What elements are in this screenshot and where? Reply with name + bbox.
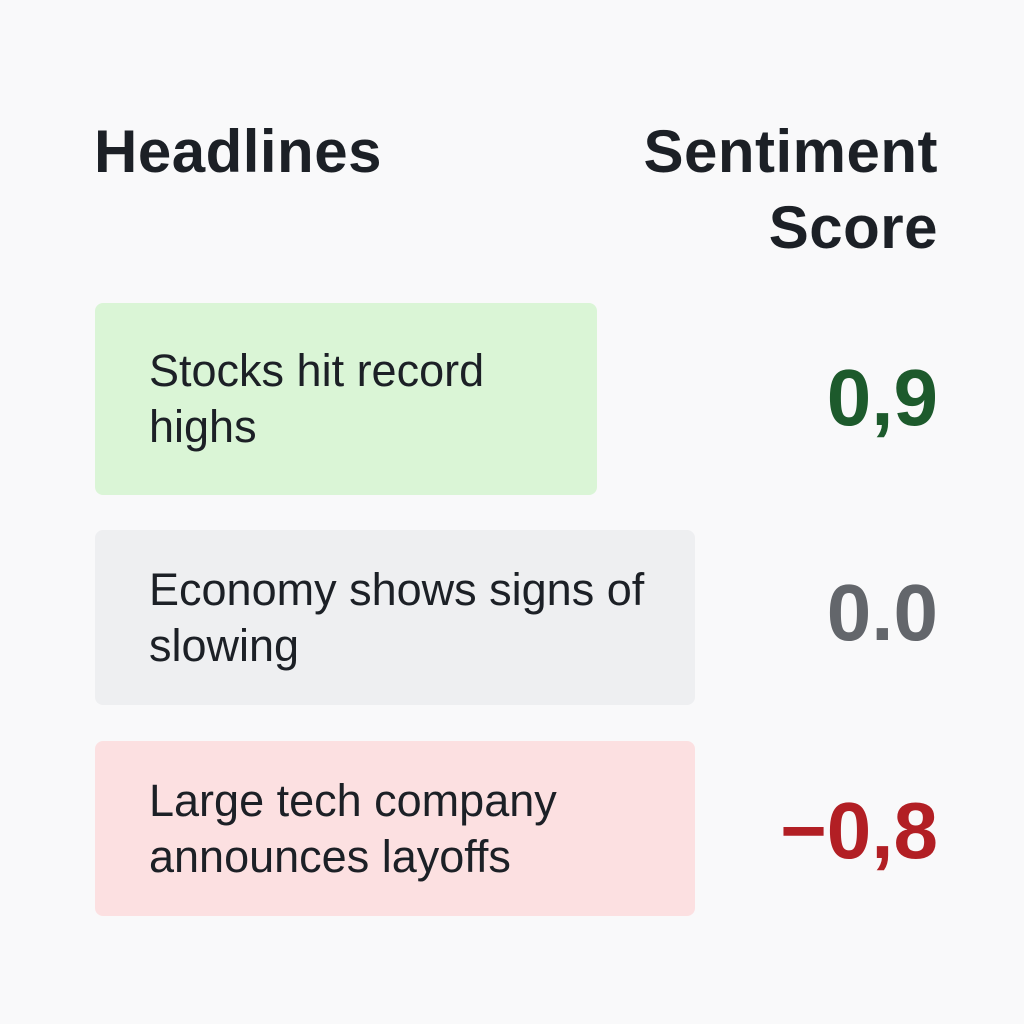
headline-text: Stocks hit record highs (149, 345, 485, 452)
headline-card-negative: Large tech company announces layoffs (95, 741, 695, 916)
headline-card-positive: Stocks hit record highs (95, 303, 597, 495)
headline-card-neutral: Economy shows signs of slowing (95, 530, 695, 705)
sentiment-score-column-header: Sentiment Score (643, 118, 938, 261)
headline-text: Economy shows signs of slowing (149, 563, 645, 671)
sentiment-score-neutral: 0.0 (826, 568, 938, 657)
sentiment-score-positive: 0,9 (826, 353, 938, 442)
headlines-column-header: Headlines (94, 118, 382, 185)
sentiment-score-negative: −0,8 (780, 786, 938, 875)
headline-text: Large tech company announces layoffs (149, 774, 557, 882)
